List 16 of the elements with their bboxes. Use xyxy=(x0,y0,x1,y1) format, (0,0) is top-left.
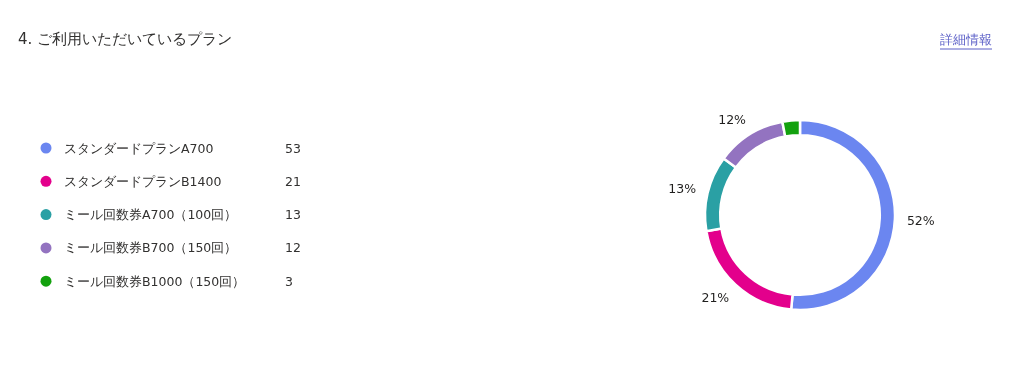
data-label: 52% xyxy=(906,212,935,228)
legend-label: スタンダードプランA700 xyxy=(64,140,214,156)
legend-label: ミール回数券A700（100回） xyxy=(64,207,238,223)
data-label: 12% xyxy=(718,111,747,127)
legend-label: ミール回数券B1000（150回） xyxy=(64,273,246,289)
legend-label: ミール回数券B700（150回） xyxy=(64,240,238,256)
data-label: 21% xyxy=(701,290,730,306)
text: 3 xyxy=(285,273,293,289)
text: 詳細情報 xyxy=(940,32,992,47)
text: 53 xyxy=(285,140,301,156)
legend-label: スタンダードプランB1400 xyxy=(64,173,222,189)
text: 13 xyxy=(285,207,301,223)
text: 12 xyxy=(285,240,301,256)
chart-title: 4. ご利用いただいているプラン xyxy=(18,30,233,48)
text: 21 xyxy=(285,173,301,189)
data-label: 13% xyxy=(668,181,697,197)
